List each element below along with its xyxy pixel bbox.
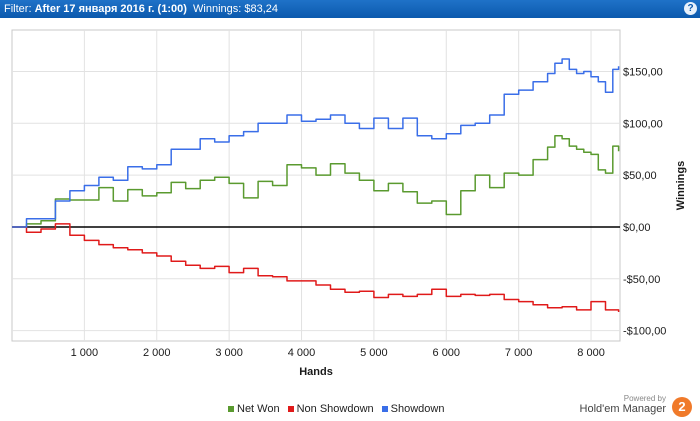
x-tick-label: 4 000	[288, 347, 316, 359]
y-tick-label: -$100,00	[623, 326, 666, 338]
series-line-net-won	[12, 134, 620, 228]
winnings-label: Winnings:	[186, 3, 245, 15]
x-tick-label: 2 000	[143, 347, 171, 359]
x-tick-label: 7 000	[505, 347, 533, 359]
help-icon[interactable]: ?	[684, 2, 697, 15]
legend-label-showdown: Showdown	[390, 403, 445, 415]
x-tick-label: 6 000	[433, 347, 461, 359]
series-line-showdown	[12, 58, 620, 228]
plot-area	[11, 29, 621, 342]
y-axis-title: Winnings	[675, 161, 687, 210]
chart-legend: Net Won Non Showdown Showdown	[228, 403, 444, 415]
x-axis-title: Hands	[299, 366, 333, 378]
legend-item-net-won[interactable]: Net Won	[228, 403, 280, 415]
x-tick-label: 1 000	[71, 347, 99, 359]
y-tick-label: $100,00	[623, 118, 663, 130]
legend-swatch-net-won	[228, 406, 234, 412]
legend-swatch-non-showdown	[287, 406, 294, 412]
hem2-logo-icon: 2	[672, 397, 692, 417]
filter-label: Filter:	[4, 3, 35, 15]
filter-bar: Filter: After 17 января 2016 г. (1:00) W…	[0, 0, 700, 18]
legend-item-showdown[interactable]: Showdown	[381, 403, 445, 415]
legend-label-net-won: Net Won	[237, 403, 280, 415]
branding: Powered by Hold'em Manager 2	[572, 394, 692, 420]
filter-value[interactable]: After 17 января 2016 г. (1:00)	[34, 3, 187, 15]
winnings-chart: 1 000 2 000 3 000 4 000 5 000 6 000 7 000 8 000…	[11, 29, 687, 378]
winnings-value: $83,24	[244, 3, 279, 15]
y-tick-label: $150,00	[623, 66, 663, 78]
y-tick-label: -$50,00	[623, 274, 660, 286]
product-name: Hold'em Manager	[579, 403, 666, 415]
series-line-non-showdown	[12, 223, 620, 312]
y-tick-label: $0,00	[623, 222, 651, 234]
legend-item-non-showdown[interactable]: Non Showdown	[287, 403, 374, 415]
legend-swatch-showdown	[381, 406, 388, 412]
x-tick-label: 3 000	[215, 347, 243, 359]
legend-label-non-showdown: Non Showdown	[296, 403, 374, 415]
powered-by-text: Powered by	[623, 394, 666, 403]
x-tick-label: 8 000	[577, 347, 605, 359]
x-tick-label: 5 000	[360, 347, 388, 359]
y-tick-label: $50,00	[623, 170, 657, 182]
